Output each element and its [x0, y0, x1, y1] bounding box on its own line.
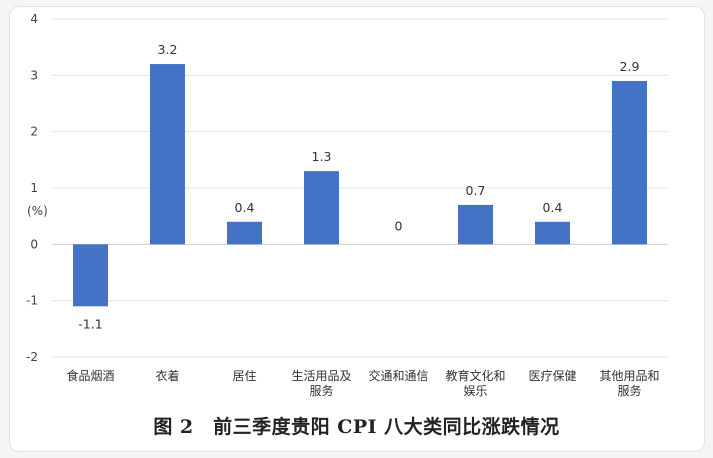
bar: [150, 64, 185, 245]
category-label: 娱乐: [463, 384, 487, 398]
bar: [304, 171, 339, 245]
y-tick-label: 0: [30, 237, 38, 251]
category-label: 交通和通信: [368, 368, 428, 383]
y-tick-label: -1: [26, 294, 38, 308]
bar-chart: 4 3 2 1 0 -1 -2 (%) -1.1 3.2 0.4 1.3 0 0.7 0.4 2.9 食品…: [26, 12, 668, 398]
gridlines: [52, 18, 668, 358]
y-axis-unit-label: (%): [27, 204, 48, 218]
y-tick-label: 3: [30, 68, 38, 82]
category-label: 居住: [232, 369, 256, 383]
y-tick-label: -2: [26, 350, 38, 364]
category-label: 服务: [309, 383, 333, 398]
bar: [73, 244, 108, 307]
category-label: 服务: [617, 383, 641, 398]
category-label: 其他用品和: [599, 369, 659, 383]
y-tick-label: 1: [30, 181, 38, 195]
data-label: 2.9: [620, 59, 640, 74]
data-label: 1.3: [312, 149, 332, 164]
data-labels: -1.1 3.2 0.4 1.3 0 0.7 0.4 2.9: [78, 42, 639, 331]
chart-frame: [9, 6, 705, 452]
bar: [535, 221, 570, 245]
data-label: 0.7: [466, 183, 486, 198]
category-label: 教育文化和: [445, 368, 505, 383]
data-label: -1.1: [78, 316, 102, 331]
y-tick-label: 4: [30, 12, 38, 26]
data-label: 0.4: [235, 200, 255, 215]
data-label: 3.2: [158, 42, 178, 57]
category-label: 食品烟酒: [66, 368, 114, 383]
category-label: 衣着: [155, 368, 179, 383]
bars: [73, 64, 647, 307]
category-label: 医疗保健: [528, 369, 576, 383]
y-tick-label: 2: [30, 125, 38, 139]
bar: [458, 204, 493, 245]
bar: [612, 80, 647, 245]
figure-caption: 图 2 前三季度贵阳 CPI 八大类同比涨跌情况: [153, 416, 560, 438]
data-label: 0.4: [543, 200, 563, 215]
data-label: 0: [395, 218, 403, 233]
bar: [227, 221, 262, 245]
category-label: 生活用品及: [291, 369, 351, 383]
y-axis-ticks: 4 3 2 1 0 -1 -2: [26, 12, 38, 364]
